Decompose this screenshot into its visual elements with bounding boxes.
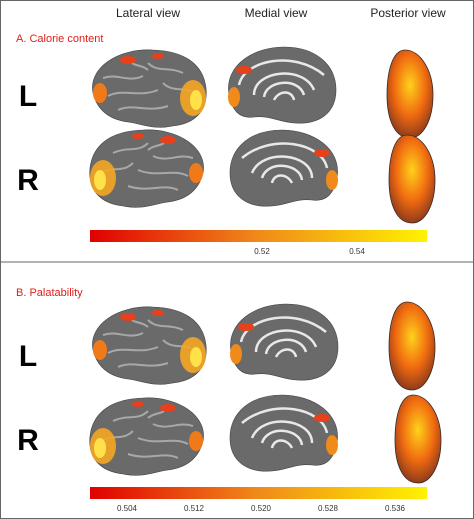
column-header: Medial view	[245, 6, 308, 20]
colorbar-tick: 0.504	[117, 504, 138, 513]
brain-posterior	[394, 394, 442, 484]
brain-medial	[226, 45, 338, 125]
row-label: R	[17, 424, 39, 457]
brain-lateral	[88, 128, 205, 209]
brain-medial	[228, 302, 340, 382]
brain-lateral	[88, 396, 205, 477]
colorbar	[90, 487, 427, 499]
brain-posterior	[386, 49, 434, 139]
column-header: Posterior view	[370, 6, 446, 20]
brain-posterior	[388, 134, 436, 224]
colorbar-tick: 0.536	[385, 504, 406, 513]
colorbar-tick: 0.52	[254, 247, 270, 256]
colorbar	[90, 230, 427, 242]
brain-lateral	[91, 48, 208, 129]
colorbar-tick: 0.520	[251, 504, 272, 513]
brain-lateral	[91, 305, 208, 386]
colorbar-tick: 0.512	[184, 504, 205, 513]
colorbar-tick: 0.528	[318, 504, 339, 513]
colorbar-tick: 0.54	[349, 247, 365, 256]
panel-title: B. Palatability	[16, 287, 83, 299]
row-label: L	[19, 340, 37, 373]
row-label: L	[19, 80, 37, 113]
row-label: R	[17, 164, 39, 197]
brain-posterior	[388, 301, 436, 391]
column-header: Lateral view	[116, 6, 180, 20]
brain-medial	[228, 128, 340, 208]
brain-medial	[228, 393, 340, 473]
panel-title: A. Calorie content	[16, 33, 103, 45]
